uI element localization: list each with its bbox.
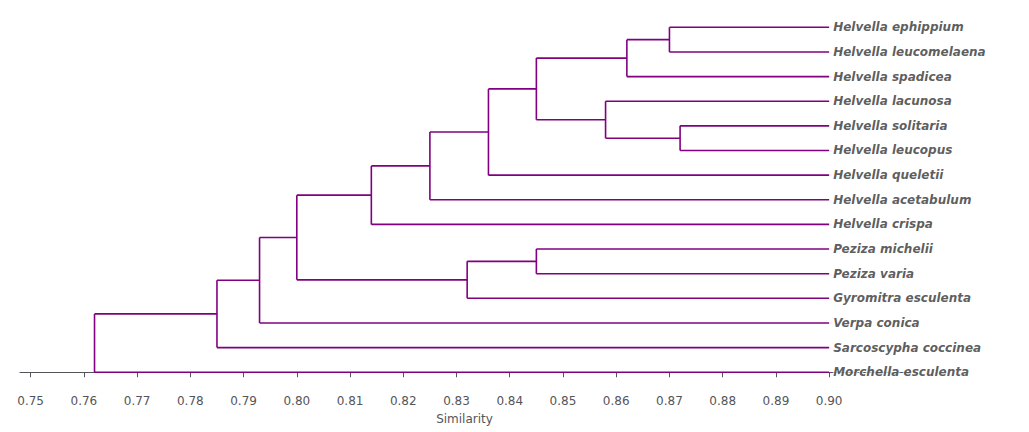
- svg-text:0.80: 0.80: [283, 394, 310, 408]
- svg-text:Helvella crispa: Helvella crispa: [833, 217, 933, 231]
- svg-text:Helvella leucomelaena: Helvella leucomelaena: [833, 45, 986, 59]
- svg-text:Helvella solitaria: Helvella solitaria: [833, 119, 947, 133]
- svg-text:0.78: 0.78: [177, 394, 204, 408]
- svg-text:Peziza michelii: Peziza michelii: [833, 242, 934, 256]
- svg-text:0.85: 0.85: [550, 394, 577, 408]
- svg-text:Helvella acetabulum: Helvella acetabulum: [833, 193, 971, 207]
- svg-text:Peziza varia: Peziza varia: [833, 267, 914, 281]
- svg-text:0.77: 0.77: [124, 394, 151, 408]
- svg-text:0.86: 0.86: [603, 394, 630, 408]
- svg-text:Similarity: Similarity: [436, 412, 493, 426]
- svg-text:0.76: 0.76: [71, 394, 98, 408]
- svg-text:0.88: 0.88: [709, 394, 736, 408]
- svg-text:Helvella leucopus: Helvella leucopus: [833, 143, 952, 157]
- svg-text:0.81: 0.81: [337, 394, 364, 408]
- svg-text:0.90: 0.90: [816, 394, 843, 408]
- svg-text:0.75: 0.75: [17, 394, 44, 408]
- svg-text:Helvella queletii: Helvella queletii: [833, 168, 944, 182]
- svg-text:Gyromitra esculenta: Gyromitra esculenta: [833, 291, 971, 305]
- svg-text:0.83: 0.83: [443, 394, 470, 408]
- svg-text:Helvella spadicea: Helvella spadicea: [833, 70, 952, 84]
- svg-text:0.87: 0.87: [656, 394, 683, 408]
- svg-text:Verpa conica: Verpa conica: [833, 316, 920, 330]
- svg-text:Helvella lacunosa: Helvella lacunosa: [833, 94, 952, 108]
- svg-text:0.79: 0.79: [230, 394, 257, 408]
- svg-text:0.89: 0.89: [763, 394, 790, 408]
- svg-text:Morchella esculenta: Morchella esculenta: [833, 365, 969, 379]
- svg-text:0.82: 0.82: [390, 394, 417, 408]
- svg-text:0.84: 0.84: [496, 394, 523, 408]
- svg-text:Sarcoscypha coccinea: Sarcoscypha coccinea: [833, 341, 981, 355]
- svg-text:Helvella ephippium: Helvella ephippium: [833, 20, 963, 34]
